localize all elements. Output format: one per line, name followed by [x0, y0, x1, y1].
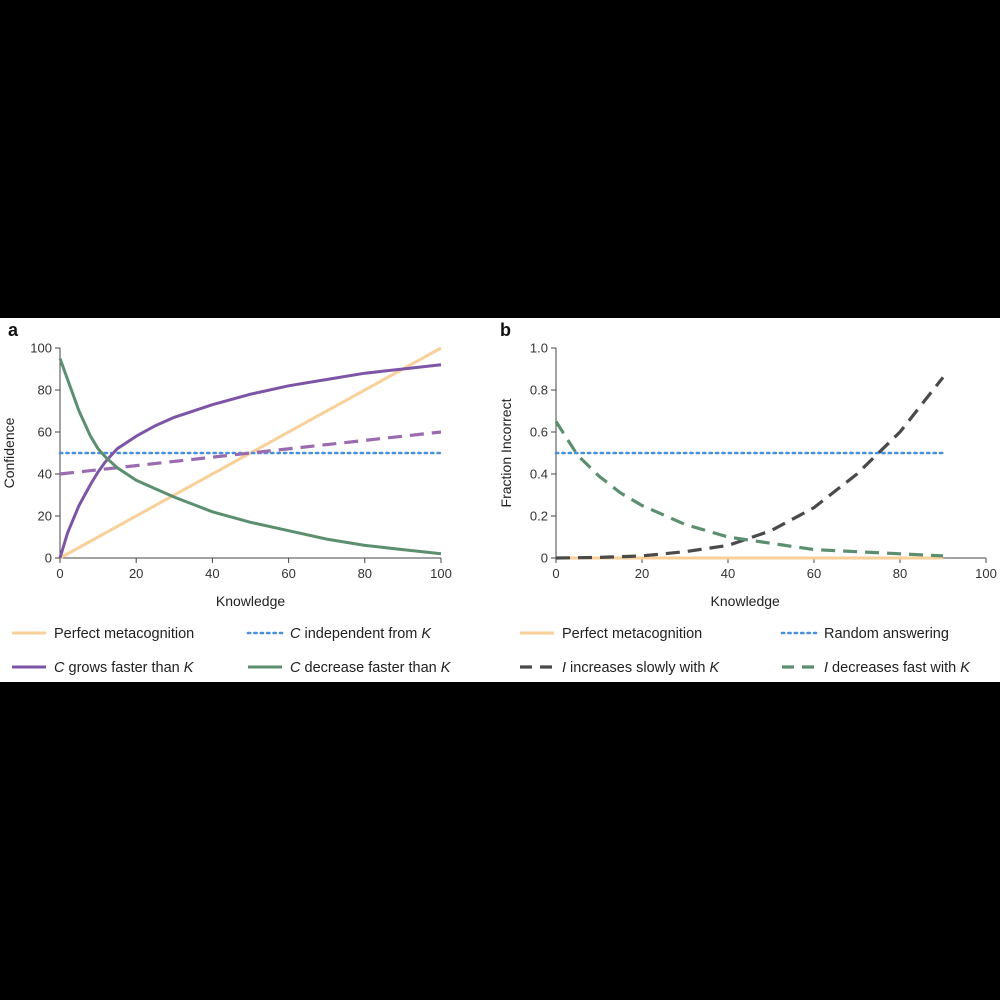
series-line-2	[555, 376, 945, 560]
series-line-3	[59, 430, 442, 476]
y-tick-label: 0.6	[530, 425, 548, 440]
legend-label: Perfect metacognition	[562, 626, 702, 642]
y-tick-label: 60	[38, 425, 52, 440]
chart-svg: a 0 20 40 60 80 100 0 20 40 60 80 100 Knowledge Confid…	[1, 320, 997, 676]
panel-a: a 0 20 40 60 80 100 0 20 40 60 80 100 Knowledge Confid…	[1, 320, 452, 676]
x-tick-label: 60	[807, 566, 821, 581]
x-tick-label: 0	[552, 566, 559, 581]
y-tick-label: 40	[38, 467, 52, 482]
x-tick-label: 0	[56, 566, 63, 581]
y-tick-label: 100	[30, 341, 52, 356]
x-tick-label: 100	[430, 566, 452, 581]
y-tick-label: 20	[38, 509, 52, 524]
y-axis-title: Confidence	[1, 417, 17, 488]
legend-label: C grows faster than K	[54, 660, 195, 676]
x-axis-title: Knowledge	[216, 593, 285, 609]
y-tick-label: 0.4	[530, 467, 548, 482]
x-tick-label: 40	[205, 566, 219, 581]
x-tick-label: 40	[721, 566, 735, 581]
x-tick-label: 20	[129, 566, 143, 581]
x-tick-label: 60	[281, 566, 295, 581]
series-line-0	[59, 346, 442, 560]
x-tick-label: 100	[975, 566, 997, 581]
x-tick-label: 20	[635, 566, 649, 581]
series-line-4	[58, 357, 442, 556]
y-tick-label: 0.8	[530, 383, 548, 398]
legend-label: C decrease faster than K	[290, 660, 452, 676]
y-tick-label: 1.0	[530, 341, 548, 356]
y-tick-label: 80	[38, 383, 52, 398]
y-tick-label: 0	[541, 551, 548, 566]
panel-label: b	[500, 320, 511, 340]
y-tick-label: 0.2	[530, 509, 548, 524]
series-line-3	[554, 420, 944, 558]
y-tick-label: 0	[45, 551, 52, 566]
figure: a 0 20 40 60 80 100 0 20 40 60 80 100 Knowledge Confid…	[0, 318, 1000, 682]
y-axis-title: Fraction Incorrect	[498, 398, 514, 507]
legend-label: Perfect metacognition	[54, 626, 194, 642]
panel-b: b 0 20 40 60 80 100 0 0.2 0.4 0.6 0.8 1.0 Knowledge Fr…	[498, 320, 997, 676]
x-tick-label: 80	[893, 566, 907, 581]
x-axis-title: Knowledge	[711, 593, 780, 609]
legend-label: Random answering	[824, 626, 949, 642]
legend-label: I increases slowly with K	[562, 660, 720, 676]
series-line-2	[58, 363, 442, 559]
legend-label: I decreases fast with K	[824, 660, 971, 676]
x-tick-label: 80	[358, 566, 372, 581]
legend-label: C independent from K	[290, 626, 432, 642]
panel-label: a	[8, 320, 19, 340]
